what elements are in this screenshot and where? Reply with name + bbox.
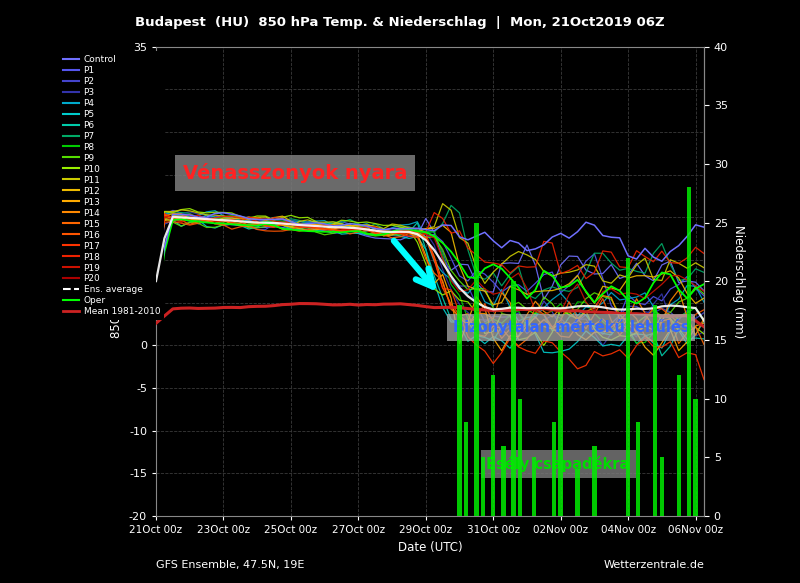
Bar (501, 445, 506, 516)
Bar (626, 258, 630, 516)
Text: Vénasszonyok nyara: Vénasszonyok nyara (183, 163, 407, 183)
Bar (518, 399, 522, 516)
Bar (694, 399, 698, 516)
Y-axis label: 850 hPa Temp. (°C): 850 hPa Temp. (°C) (110, 224, 123, 338)
Bar (677, 375, 681, 516)
Bar (552, 422, 556, 516)
Bar (464, 422, 469, 516)
Bar (458, 305, 462, 516)
Bar (558, 340, 563, 516)
Bar (660, 457, 664, 516)
Bar (686, 188, 691, 516)
X-axis label: Date (UTC): Date (UTC) (398, 540, 462, 553)
Bar (491, 375, 495, 516)
Bar (474, 223, 478, 516)
Text: GFS Ensemble, 47.5N, 19E: GFS Ensemble, 47.5N, 19E (156, 560, 304, 570)
Text: Wetterzentrale.de: Wetterzentrale.de (603, 560, 704, 570)
Text: Esély csapadékra: Esély csapadékra (486, 456, 630, 472)
Legend: Control, P1, P2, P3, P4, P5, P6, P7, P8, P9, P10, P11, P12, P13, P14, P15, P16, : Control, P1, P2, P3, P4, P5, P6, P7, P8,… (59, 51, 164, 320)
Bar (653, 305, 658, 516)
Bar (636, 422, 641, 516)
Bar (481, 457, 486, 516)
Bar (592, 445, 597, 516)
Text: Budapest  (HU)  850 hPa Temp. & Niederschlag  |  Mon, 21Oct2019 06Z: Budapest (HU) 850 hPa Temp. & Niederschl… (135, 16, 665, 29)
Bar (531, 457, 536, 516)
Bar (575, 469, 580, 516)
Y-axis label: Niederschlag (mm): Niederschlag (mm) (731, 224, 745, 338)
Text: Bizonytalan mértékű lehűlés: Bizonytalan mértékű lehűlés (453, 319, 690, 335)
Bar (511, 282, 516, 516)
